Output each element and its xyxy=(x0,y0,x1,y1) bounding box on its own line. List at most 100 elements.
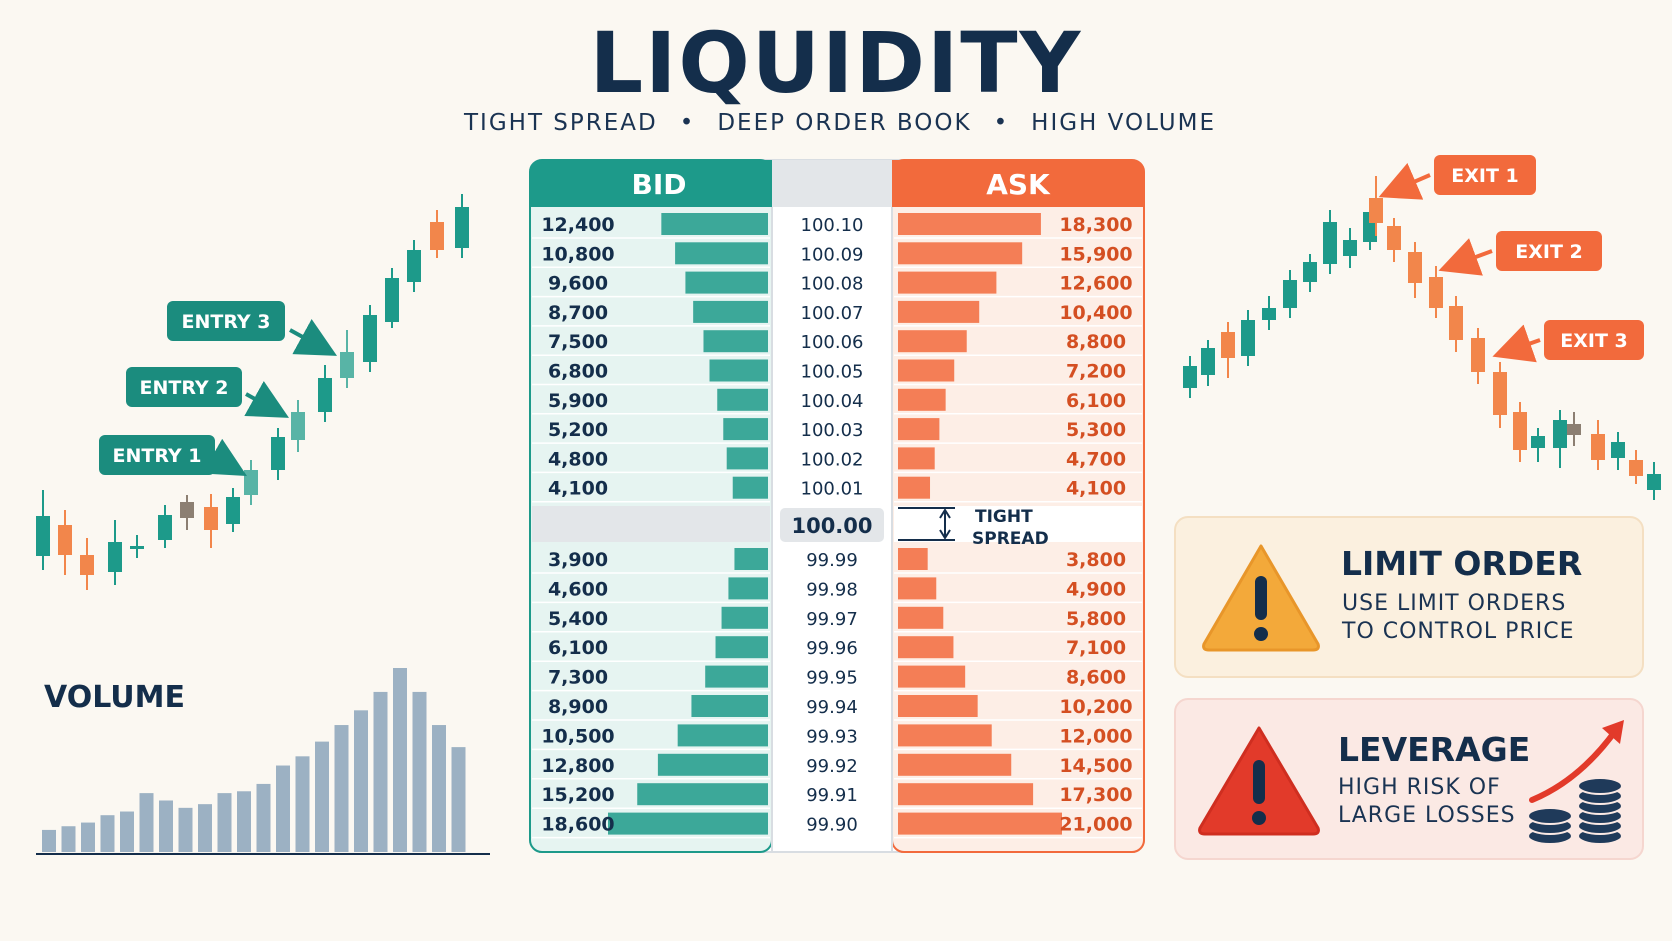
limit-order-card: LIMIT ORDER USE LIMIT ORDERS TO CONTROL … xyxy=(1174,516,1644,678)
candle-body xyxy=(1241,320,1255,356)
spread-indicator: TIGHT SPREAD xyxy=(898,507,1049,549)
candle-body xyxy=(430,222,444,250)
bid-size: 4,600 xyxy=(548,578,608,600)
bid-depth-bar xyxy=(715,636,768,659)
candlestick xyxy=(1429,266,1443,318)
candle-body xyxy=(80,555,94,575)
ask-depth-bar xyxy=(898,753,1012,776)
candle-body xyxy=(363,315,377,362)
ask-header xyxy=(892,160,1144,207)
order-book-row: 8,700 100.07 10,400 xyxy=(532,300,1142,327)
candlestick xyxy=(1408,242,1422,298)
price-level: 99.99 xyxy=(806,550,858,571)
price-header xyxy=(772,160,892,207)
bid-depth-bar xyxy=(703,330,768,353)
price-level: 99.93 xyxy=(806,726,858,747)
candle-body xyxy=(1221,332,1235,358)
order-book-row: 4,600 99.98 4,900 xyxy=(532,577,1142,604)
volume-bar xyxy=(295,756,310,852)
order-book-row: 10,500 99.93 12,000 xyxy=(532,724,1142,751)
candle-body xyxy=(1303,262,1317,282)
ask-depth-bar xyxy=(898,606,944,629)
volume-chart xyxy=(42,668,466,852)
candlestick xyxy=(80,538,94,590)
coins-rising-arrow-icon xyxy=(1527,720,1624,845)
ask-size: 7,100 xyxy=(1066,637,1126,659)
order-book-row: 6,800 100.05 7,200 xyxy=(532,359,1142,386)
bid-size: 10,800 xyxy=(541,243,614,265)
page-subtitle: TIGHT SPREAD • DEEP ORDER BOOK • HIGH VOLUME xyxy=(464,110,1216,136)
candle-body xyxy=(291,412,305,440)
ask-depth-bar xyxy=(898,724,992,747)
bid-depth-bar xyxy=(728,577,768,600)
candlestick xyxy=(1183,356,1197,398)
ask-depth-bar xyxy=(898,300,980,323)
ask-size: 4,900 xyxy=(1066,578,1126,600)
order-book-row: 10,800 100.09 15,900 xyxy=(532,242,1142,269)
candle-body xyxy=(108,542,122,572)
candlestick xyxy=(1493,362,1507,428)
volume-bar xyxy=(100,815,115,852)
candlestick xyxy=(1531,428,1545,462)
candle-body xyxy=(1387,226,1401,250)
candle-body xyxy=(1553,420,1567,448)
volume-bar xyxy=(276,765,290,852)
candle-body xyxy=(180,502,194,518)
candle-body xyxy=(1471,338,1485,372)
price-level: 100.07 xyxy=(801,303,864,324)
bid-size: 6,100 xyxy=(548,637,608,659)
order-book-row: 4,100 100.01 4,100 xyxy=(532,476,1142,503)
volume-bar xyxy=(432,725,446,852)
candlestick xyxy=(1221,322,1235,378)
bid-depth-bar xyxy=(677,724,768,747)
order-book-row: 3,900 99.99 3,800 xyxy=(532,548,1142,574)
ask-depth-bar xyxy=(898,476,931,499)
leverage-title: LEVERAGE xyxy=(1338,730,1531,769)
candlestick xyxy=(1629,450,1643,484)
ask-depth-bar xyxy=(898,812,1062,835)
bid-depth-bar xyxy=(675,242,768,265)
candle-body xyxy=(1531,436,1545,448)
candlestick xyxy=(318,365,332,422)
candlestick xyxy=(363,305,377,372)
bid-size: 5,200 xyxy=(548,419,608,441)
exit-2-label: EXIT 2 xyxy=(1438,231,1602,276)
exit-labels: EXIT 1 EXIT 2 EXIT 3 xyxy=(1378,155,1644,363)
candlestick xyxy=(1241,310,1255,366)
entry-1-arrow xyxy=(202,438,247,476)
ask-depth-bar xyxy=(898,695,978,717)
price-level: 100.02 xyxy=(801,449,864,470)
mid-row-ask-bg xyxy=(894,506,1142,542)
ask-size: 4,700 xyxy=(1066,448,1126,470)
price-column xyxy=(771,159,893,853)
volume-bar xyxy=(81,822,95,852)
bid-size: 12,400 xyxy=(541,214,614,236)
candlestick xyxy=(1369,176,1383,236)
bid-depth-bar xyxy=(693,300,768,323)
ask-size: 6,100 xyxy=(1066,390,1126,412)
order-book-row: 9,600 100.08 12,600 xyxy=(532,271,1142,298)
price-level: 100.10 xyxy=(801,215,864,236)
bid-size: 6,800 xyxy=(548,361,608,383)
price-level: 100.08 xyxy=(801,274,864,295)
ask-depth-bar xyxy=(898,783,1034,806)
price-level: 99.91 xyxy=(806,785,858,806)
price-level: 100.03 xyxy=(801,420,864,441)
candlestick xyxy=(226,488,240,532)
candlestick xyxy=(340,330,354,388)
limit-order-line-1: USE LIMIT ORDERS xyxy=(1342,591,1567,616)
entry-2-text: ENTRY 2 xyxy=(139,377,228,399)
ask-size: 21,000 xyxy=(1059,814,1132,836)
entry-3-arrow xyxy=(289,319,338,356)
warning-triangle-icon xyxy=(1202,544,1320,652)
order-book-row: 15,200 99.91 17,300 xyxy=(532,783,1142,809)
bid-size: 7,500 xyxy=(548,331,608,353)
volume-bar xyxy=(334,725,349,852)
bid-size: 12,800 xyxy=(541,755,614,777)
volume-bar xyxy=(373,691,388,852)
bid-size: 4,800 xyxy=(548,448,608,470)
ask-size: 8,800 xyxy=(1066,331,1126,353)
exit-2-arrow xyxy=(1438,238,1493,276)
entry-2-arrow xyxy=(244,380,289,418)
bid-header-label: BID xyxy=(631,168,686,201)
